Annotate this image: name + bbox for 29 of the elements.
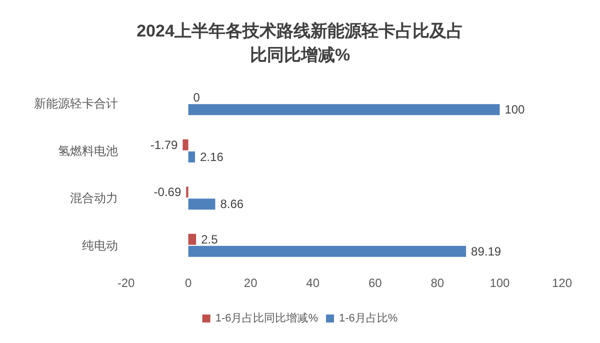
x-tick-label: 40 (306, 276, 320, 290)
legend-label: 1-6月占比% (339, 312, 398, 324)
x-tick-label: 120 (552, 276, 572, 290)
data-label: 8.66 (220, 197, 244, 212)
data-label: 0 (193, 90, 200, 105)
bar (188, 151, 196, 162)
data-label: 89.19 (471, 244, 502, 258)
x-tick-label: 20 (244, 276, 258, 290)
chart-title: 2024上半年各技术路线新能源轻卡占比及占比同比增减% (136, 22, 464, 64)
legend-label: 1-6月占比同比增减% (215, 312, 318, 324)
data-label: -0.69 (154, 185, 182, 200)
y-tick-label: 新能源轻卡合计 (34, 96, 118, 111)
bar (188, 234, 196, 245)
data-label: 2.5 (201, 232, 218, 246)
x-tick-label: 80 (430, 276, 444, 290)
x-tick-label: 100 (490, 276, 510, 290)
data-label: -1.79 (150, 138, 178, 152)
data-label: 2.16 (200, 150, 224, 164)
y-tick-label: 氢燃料电池 (58, 144, 118, 158)
x-tick-label: 60 (368, 276, 382, 290)
x-tick-label: -20 (117, 276, 135, 290)
y-tick-label: 混合动力 (70, 191, 118, 206)
bar (188, 104, 500, 116)
bar (182, 139, 188, 150)
bar (188, 198, 216, 210)
bar (188, 246, 466, 257)
y-tick-label: 纯电动 (82, 238, 118, 252)
x-tick-label: 0 (184, 276, 192, 290)
data-label: 100 (504, 102, 526, 117)
